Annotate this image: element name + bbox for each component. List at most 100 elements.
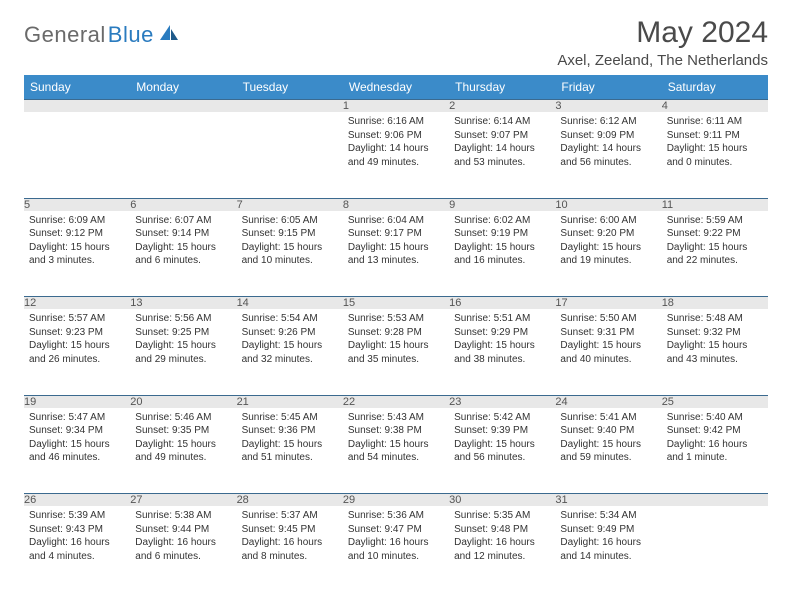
day-detail-line: Sunrise: 5:46 AM [135, 411, 231, 425]
day-detail-line: Daylight: 14 hours [454, 142, 550, 156]
day-detail-line: Daylight: 15 hours [348, 438, 444, 452]
day-number-cell: 2 [449, 100, 555, 113]
weekday-header: Wednesday [343, 75, 449, 100]
day-detail-line: Sunrise: 5:48 AM [667, 312, 763, 326]
day-detail-line: Sunrise: 5:45 AM [242, 411, 338, 425]
day-cell: Sunrise: 5:42 AMSunset: 9:39 PMDaylight:… [449, 408, 555, 494]
day-detail-line: Daylight: 16 hours [135, 536, 231, 550]
day-number-cell [24, 100, 130, 113]
day-detail-line: Daylight: 15 hours [29, 241, 125, 255]
day-cell: Sunrise: 5:36 AMSunset: 9:47 PMDaylight:… [343, 506, 449, 592]
day-detail-line: Sunrise: 6:14 AM [454, 115, 550, 129]
day-detail-line: Daylight: 15 hours [454, 339, 550, 353]
day-detail-line: Daylight: 15 hours [560, 241, 656, 255]
day-detail-line: Daylight: 14 hours [348, 142, 444, 156]
day-cell: Sunrise: 5:50 AMSunset: 9:31 PMDaylight:… [555, 309, 661, 395]
day-detail-line: Sunrise: 5:50 AM [560, 312, 656, 326]
day-detail-line: Daylight: 15 hours [667, 241, 763, 255]
day-detail-line: and 14 minutes. [560, 550, 656, 564]
day-detail-line: Daylight: 15 hours [560, 438, 656, 452]
weekday-header: Tuesday [237, 75, 343, 100]
day-detail: Sunrise: 5:50 AMSunset: 9:31 PMDaylight:… [555, 309, 661, 370]
day-cell: Sunrise: 6:02 AMSunset: 9:19 PMDaylight:… [449, 211, 555, 297]
day-detail: Sunrise: 5:53 AMSunset: 9:28 PMDaylight:… [343, 309, 449, 370]
day-detail: Sunrise: 5:36 AMSunset: 9:47 PMDaylight:… [343, 506, 449, 567]
calendar-table: Sunday Monday Tuesday Wednesday Thursday… [24, 75, 768, 592]
day-detail-line: and 46 minutes. [29, 451, 125, 465]
day-detail-line: Sunset: 9:06 PM [348, 129, 444, 143]
day-detail: Sunrise: 5:35 AMSunset: 9:48 PMDaylight:… [449, 506, 555, 567]
day-detail-line: Sunset: 9:42 PM [667, 424, 763, 438]
day-cell: Sunrise: 6:16 AMSunset: 9:06 PMDaylight:… [343, 112, 449, 198]
day-cell [662, 506, 768, 592]
day-cell: Sunrise: 5:43 AMSunset: 9:38 PMDaylight:… [343, 408, 449, 494]
day-detail-line: and 16 minutes. [454, 254, 550, 268]
day-detail-line: Sunset: 9:07 PM [454, 129, 550, 143]
day-detail-line: Sunset: 9:49 PM [560, 523, 656, 537]
day-detail-line: Sunrise: 5:35 AM [454, 509, 550, 523]
day-detail-line: and 32 minutes. [242, 353, 338, 367]
day-detail-line: and 49 minutes. [135, 451, 231, 465]
day-detail-line: and 54 minutes. [348, 451, 444, 465]
day-detail-line: Daylight: 14 hours [560, 142, 656, 156]
day-cell: Sunrise: 5:51 AMSunset: 9:29 PMDaylight:… [449, 309, 555, 395]
day-detail: Sunrise: 5:54 AMSunset: 9:26 PMDaylight:… [237, 309, 343, 370]
day-number-cell: 25 [662, 395, 768, 408]
day-cell: Sunrise: 5:59 AMSunset: 9:22 PMDaylight:… [662, 211, 768, 297]
day-detail-line: and 6 minutes. [135, 254, 231, 268]
day-cell: Sunrise: 5:34 AMSunset: 9:49 PMDaylight:… [555, 506, 661, 592]
day-number-cell: 16 [449, 297, 555, 310]
day-detail-line: Sunset: 9:35 PM [135, 424, 231, 438]
day-detail: Sunrise: 5:41 AMSunset: 9:40 PMDaylight:… [555, 408, 661, 469]
day-number-cell: 17 [555, 297, 661, 310]
day-number-cell: 11 [662, 198, 768, 211]
day-detail-line: Sunrise: 5:57 AM [29, 312, 125, 326]
day-detail-line: and 56 minutes. [454, 451, 550, 465]
day-cell: Sunrise: 6:11 AMSunset: 9:11 PMDaylight:… [662, 112, 768, 198]
day-detail-line: Sunset: 9:22 PM [667, 227, 763, 241]
day-detail-line: and 49 minutes. [348, 156, 444, 170]
day-detail-line: Daylight: 15 hours [454, 438, 550, 452]
day-detail-line: Sunrise: 6:12 AM [560, 115, 656, 129]
day-number-cell: 5 [24, 198, 130, 211]
day-detail: Sunrise: 5:39 AMSunset: 9:43 PMDaylight:… [24, 506, 130, 567]
day-detail-line: and 10 minutes. [348, 550, 444, 564]
daynum-row: 12131415161718 [24, 297, 768, 310]
day-detail-line: Sunrise: 5:54 AM [242, 312, 338, 326]
day-detail-line: Daylight: 15 hours [29, 339, 125, 353]
daynum-row: 1234 [24, 100, 768, 113]
day-detail-line: Sunrise: 5:47 AM [29, 411, 125, 425]
day-detail-line: Daylight: 15 hours [454, 241, 550, 255]
day-number-cell: 4 [662, 100, 768, 113]
day-detail-line: and 43 minutes. [667, 353, 763, 367]
day-detail-line: Sunset: 9:28 PM [348, 326, 444, 340]
month-title: May 2024 [557, 16, 768, 50]
day-detail: Sunrise: 6:09 AMSunset: 9:12 PMDaylight:… [24, 211, 130, 272]
weekday-header: Thursday [449, 75, 555, 100]
day-detail-line: Sunset: 9:45 PM [242, 523, 338, 537]
day-detail-line: and 40 minutes. [560, 353, 656, 367]
day-detail-line: Sunset: 9:47 PM [348, 523, 444, 537]
day-detail-line: Daylight: 15 hours [348, 241, 444, 255]
day-cell: Sunrise: 5:46 AMSunset: 9:35 PMDaylight:… [130, 408, 236, 494]
day-content-row: Sunrise: 6:09 AMSunset: 9:12 PMDaylight:… [24, 211, 768, 297]
day-detail: Sunrise: 5:43 AMSunset: 9:38 PMDaylight:… [343, 408, 449, 469]
day-detail-line: Sunrise: 6:02 AM [454, 214, 550, 228]
day-cell: Sunrise: 6:14 AMSunset: 9:07 PMDaylight:… [449, 112, 555, 198]
calendar-body: 1234Sunrise: 6:16 AMSunset: 9:06 PMDayli… [24, 100, 768, 593]
day-cell: Sunrise: 5:54 AMSunset: 9:26 PMDaylight:… [237, 309, 343, 395]
weekday-header-row: Sunday Monday Tuesday Wednesday Thursday… [24, 75, 768, 100]
day-detail-line: Daylight: 15 hours [29, 438, 125, 452]
brand-logo: GeneralBlue [24, 16, 180, 48]
day-number-cell: 26 [24, 494, 130, 507]
day-detail: Sunrise: 5:56 AMSunset: 9:25 PMDaylight:… [130, 309, 236, 370]
day-detail: Sunrise: 5:40 AMSunset: 9:42 PMDaylight:… [662, 408, 768, 469]
day-number-cell [130, 100, 236, 113]
day-detail: Sunrise: 6:12 AMSunset: 9:09 PMDaylight:… [555, 112, 661, 173]
day-detail-line: and 22 minutes. [667, 254, 763, 268]
day-detail-line: and 59 minutes. [560, 451, 656, 465]
day-number-cell: 29 [343, 494, 449, 507]
day-cell: Sunrise: 5:37 AMSunset: 9:45 PMDaylight:… [237, 506, 343, 592]
day-detail-line: Sunset: 9:32 PM [667, 326, 763, 340]
day-detail-line: and 38 minutes. [454, 353, 550, 367]
